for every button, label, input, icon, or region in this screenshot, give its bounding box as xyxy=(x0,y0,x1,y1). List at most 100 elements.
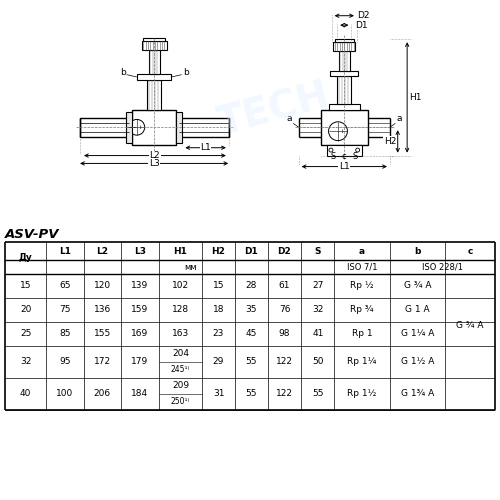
Text: 40: 40 xyxy=(20,390,32,398)
Bar xyxy=(126,112,132,143)
Bar xyxy=(80,118,129,137)
Text: 102: 102 xyxy=(172,282,189,290)
Bar xyxy=(337,76,351,104)
Text: G ¾ A: G ¾ A xyxy=(456,322,484,330)
Bar xyxy=(330,70,358,76)
Text: G 1¾ A: G 1¾ A xyxy=(401,390,434,398)
Text: 169: 169 xyxy=(132,330,148,338)
Bar xyxy=(143,38,165,41)
Text: 27: 27 xyxy=(312,282,324,290)
Text: 122: 122 xyxy=(276,358,293,366)
Text: L3: L3 xyxy=(134,246,146,256)
Text: 15: 15 xyxy=(213,282,224,290)
Text: D2: D2 xyxy=(278,246,291,256)
Text: 15: 15 xyxy=(20,282,32,290)
Bar xyxy=(142,41,167,50)
Text: a: a xyxy=(359,246,365,256)
Text: 206: 206 xyxy=(94,390,111,398)
Text: 172: 172 xyxy=(94,358,111,366)
Text: i: i xyxy=(341,128,342,134)
Text: Ду: Ду xyxy=(18,254,32,262)
Text: L1: L1 xyxy=(59,246,71,256)
Text: 25: 25 xyxy=(20,330,32,338)
Text: 20: 20 xyxy=(20,306,32,314)
Text: 41: 41 xyxy=(312,330,324,338)
Circle shape xyxy=(129,120,144,135)
Text: 250¹⁾: 250¹⁾ xyxy=(170,398,190,406)
Text: 28: 28 xyxy=(246,282,257,290)
Text: 45: 45 xyxy=(246,330,257,338)
Bar xyxy=(176,112,182,143)
Text: G 1½ A: G 1½ A xyxy=(401,358,434,366)
Bar xyxy=(320,110,368,144)
Text: 179: 179 xyxy=(132,358,148,366)
Text: 155: 155 xyxy=(94,330,111,338)
Text: G 1¼ A: G 1¼ A xyxy=(401,330,434,338)
Text: 76: 76 xyxy=(278,306,290,314)
Text: Rp 1¼: Rp 1¼ xyxy=(347,358,376,366)
Text: L1: L1 xyxy=(339,162,349,171)
Text: 245¹⁾: 245¹⁾ xyxy=(170,366,190,374)
Text: 95: 95 xyxy=(59,358,70,366)
Circle shape xyxy=(329,148,333,152)
Text: b: b xyxy=(182,68,188,77)
Text: Rp 1: Rp 1 xyxy=(352,330,372,338)
Text: b: b xyxy=(120,68,126,77)
Text: Rp 1½: Rp 1½ xyxy=(347,390,376,398)
Text: 159: 159 xyxy=(132,306,148,314)
Text: S: S xyxy=(352,152,358,160)
Text: H2: H2 xyxy=(212,246,226,256)
Bar xyxy=(339,51,350,70)
Bar xyxy=(327,144,362,156)
Text: 61: 61 xyxy=(278,282,290,290)
Text: 100: 100 xyxy=(56,390,74,398)
Text: 163: 163 xyxy=(172,330,189,338)
Text: a: a xyxy=(286,114,292,123)
Text: L1: L1 xyxy=(200,143,211,152)
Text: 32: 32 xyxy=(312,306,324,314)
Text: 23: 23 xyxy=(213,330,224,338)
Text: 55: 55 xyxy=(246,390,257,398)
Text: 139: 139 xyxy=(132,282,148,290)
Bar xyxy=(137,74,172,80)
Text: 75: 75 xyxy=(59,306,70,314)
Text: G 1 A: G 1 A xyxy=(406,306,430,314)
Text: H1: H1 xyxy=(174,246,188,256)
Text: G ¾ A: G ¾ A xyxy=(404,282,431,290)
Text: 32: 32 xyxy=(20,358,32,366)
Bar xyxy=(335,40,353,42)
Text: L2: L2 xyxy=(96,246,108,256)
Text: a: a xyxy=(396,114,402,123)
Text: 209: 209 xyxy=(172,382,189,390)
Circle shape xyxy=(356,148,360,152)
Text: 29: 29 xyxy=(213,358,224,366)
Text: 35: 35 xyxy=(246,306,257,314)
Text: 50: 50 xyxy=(312,358,324,366)
Text: H2: H2 xyxy=(384,137,396,146)
Text: 122: 122 xyxy=(276,390,293,398)
Text: H1: H1 xyxy=(409,93,421,102)
Text: 120: 120 xyxy=(94,282,111,290)
Text: 184: 184 xyxy=(132,390,148,398)
Text: c: c xyxy=(342,152,346,160)
Text: ISO 228/1: ISO 228/1 xyxy=(422,262,463,272)
Text: D2: D2 xyxy=(357,11,370,20)
Text: 55: 55 xyxy=(312,390,324,398)
Text: c: c xyxy=(468,246,473,256)
Text: 98: 98 xyxy=(278,330,290,338)
Text: Rp ¾: Rp ¾ xyxy=(350,306,374,314)
Text: 31: 31 xyxy=(213,390,224,398)
Bar xyxy=(180,118,229,137)
Text: TECH: TECH xyxy=(214,77,334,143)
Text: 55: 55 xyxy=(246,358,257,366)
Text: i: i xyxy=(140,125,141,130)
Text: Rp ½: Rp ½ xyxy=(350,282,374,290)
Text: D1: D1 xyxy=(244,246,258,256)
Text: ISO 7/1: ISO 7/1 xyxy=(346,262,377,272)
Text: 204: 204 xyxy=(172,350,189,358)
Text: мм: мм xyxy=(184,262,196,272)
Text: S: S xyxy=(314,246,321,256)
Circle shape xyxy=(328,122,347,141)
Text: 136: 136 xyxy=(94,306,111,314)
Bar xyxy=(132,110,176,144)
